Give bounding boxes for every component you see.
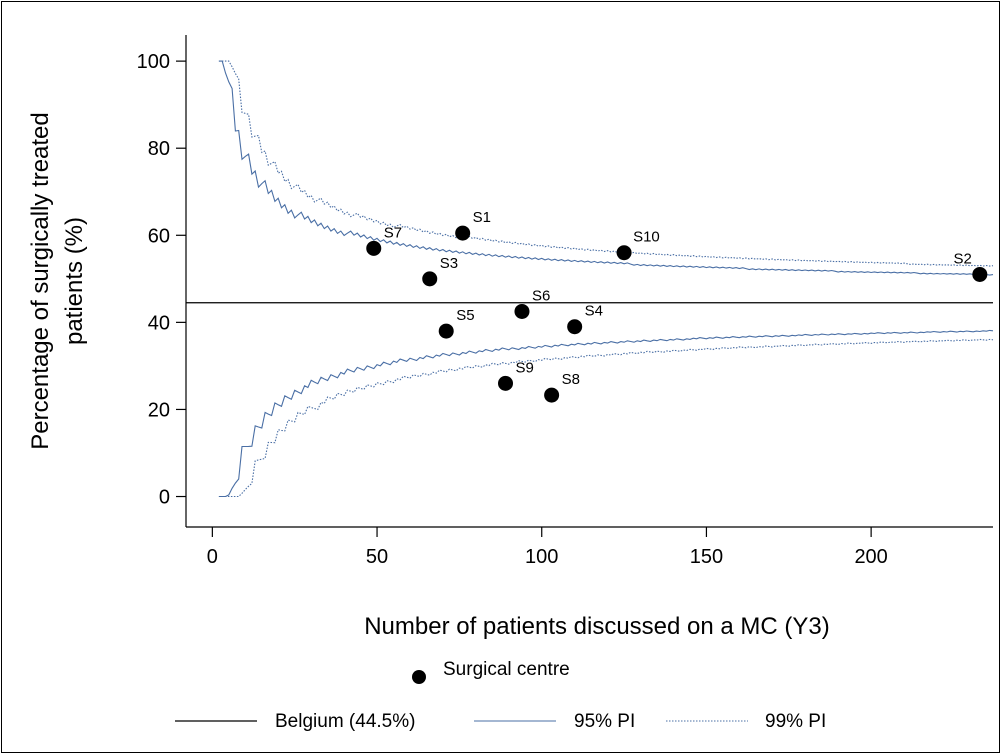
y-axis-title-line-2: patients (%) [61,217,88,345]
data-point-s4 [567,319,583,335]
data-point-s9 [498,375,514,391]
data-point-s3 [422,271,438,287]
y-tick-label: 20 [148,399,170,421]
data-point-s10 [616,245,632,261]
data-point-label: S4 [585,303,603,320]
x-tick-label: 50 [366,546,388,568]
axes [185,35,993,528]
99pi-lower-limit-curve [218,338,994,498]
y-tick-label: 0 [159,487,170,509]
95pi-lower-limit-curve [218,329,994,498]
data-point-s6 [514,303,530,319]
99pi-upper-limit-curve [218,60,994,267]
y-tick-label: 80 [148,138,170,160]
y-axis-title-line-1: Percentage of surgically treated [27,112,54,450]
legend: Surgical centre Belgium (44.5%) 95% PI 9… [175,659,826,732]
data-point-label: S2 [953,250,971,267]
95pi-upper-limit-curve [218,60,994,276]
data-point-label: S7 [384,224,402,241]
data-point-label: S3 [440,255,458,272]
legend-label-95pi: 95% PI [574,711,635,732]
data-point-label: S8 [562,371,580,388]
legend-label-99pi: 99% PI [765,711,826,732]
x-tick-label: 150 [690,546,723,568]
x-tick-label: 100 [525,546,558,568]
data-point-s8 [544,387,560,403]
data-point-s5 [438,323,454,339]
x-tick-label: 200 [854,546,887,568]
data-point-s1 [455,225,471,241]
ticks: 0 20 40 60 80 100 0 50 100 150 200 [137,51,888,568]
y-tick-label: 40 [148,312,170,334]
x-tick-label: 0 [207,546,218,568]
data-point-s2 [972,266,988,282]
prediction-interval-curves [218,60,994,498]
x-axis-title: Number of patients discussed on a MC (Y3… [364,613,830,640]
y-tick-label: 100 [137,51,170,73]
legend-label-belgium: Belgium (44.5%) [275,711,415,732]
legend-label-surgical-centre: Surgical centre [443,659,570,680]
legend-marker-surgical-centre [412,670,426,684]
data-point-label: S5 [456,307,474,324]
data-point-label: S1 [473,209,491,226]
data-point-label: S10 [633,229,660,246]
data-point-s7 [366,240,382,256]
data-point-label: S9 [516,359,534,376]
data-points: S1 S2 S3 S4 S5 S6 S7 S8 S9 S10 [366,209,988,403]
data-point-label: S6 [532,287,550,304]
y-tick-label: 60 [148,225,170,247]
